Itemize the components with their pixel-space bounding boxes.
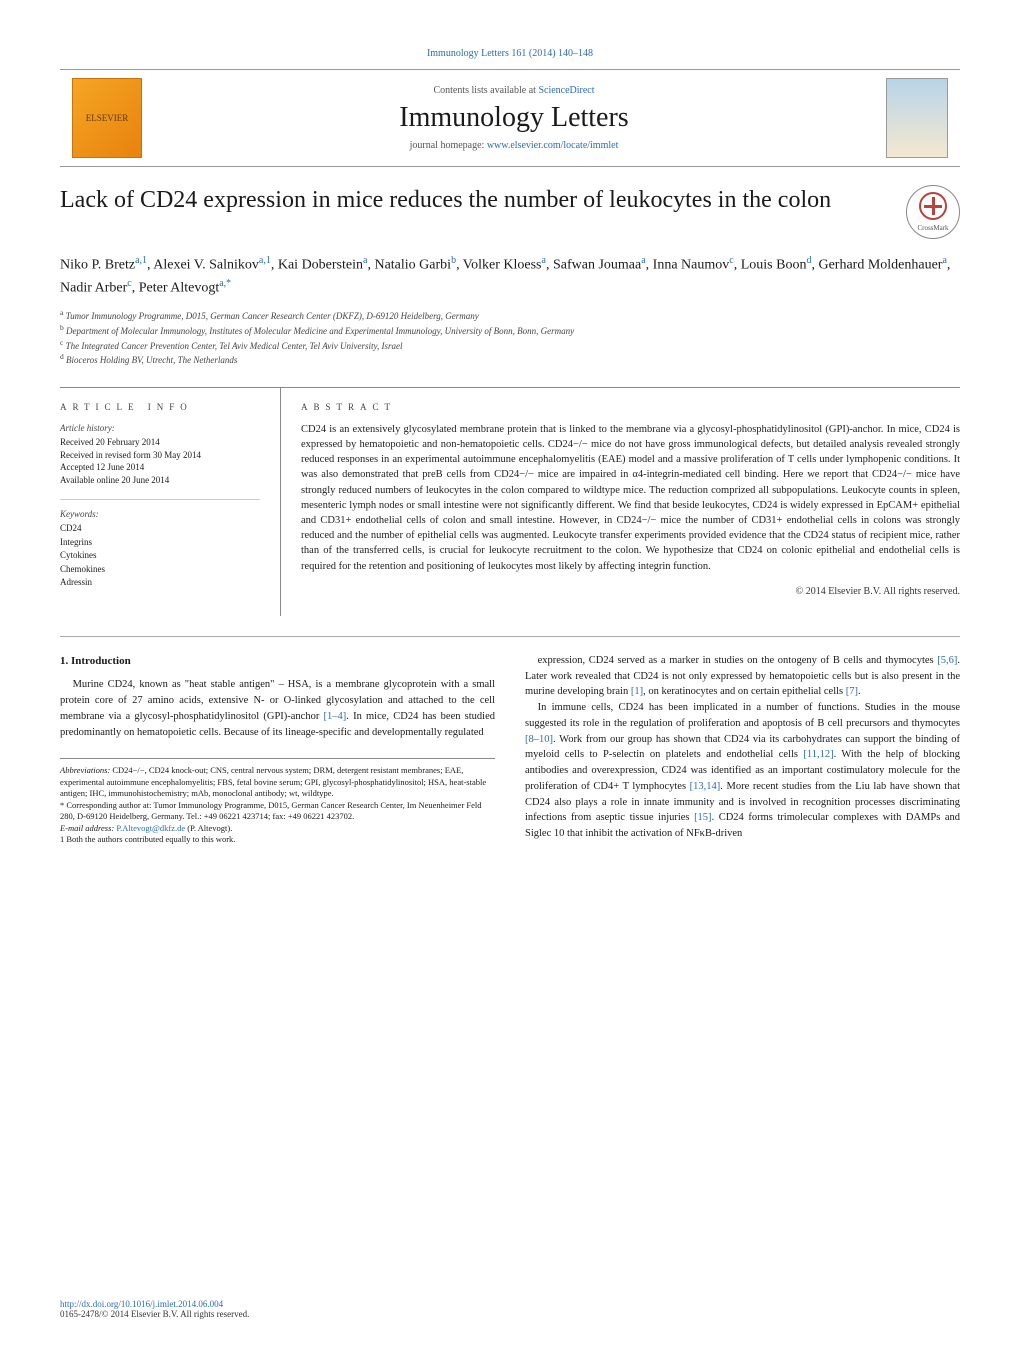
equal-contribution-note: 1 Both the authors contributed equally t… — [60, 834, 495, 845]
journal-reference: Immunology Letters 161 (2014) 140–148 — [60, 48, 960, 59]
corresponding-author-line: * Corresponding author at: Tumor Immunol… — [60, 800, 495, 823]
affiliation-line: d Bioceros Holding BV, Utrecht, The Neth… — [60, 352, 960, 367]
history-line: Received in revised form 30 May 2014 — [60, 449, 260, 462]
keywords-block: Keywords: CD24IntegrinsCytokinesChemokin… — [60, 499, 260, 590]
section-heading: 1. Introduction — [60, 653, 495, 670]
sciencedirect-link[interactable]: ScienceDirect — [538, 85, 594, 96]
keyword: Cytokines — [60, 549, 260, 563]
crossmark-label: CrossMark — [917, 224, 948, 232]
email-label: E-mail address: — [60, 823, 116, 833]
abstract-text: CD24 is an extensively glycosylated memb… — [301, 422, 960, 574]
journal-cover-thumbnail — [886, 78, 948, 158]
footnote-block: Abbreviations: CD24−/−, CD24 knock-out; … — [60, 758, 495, 845]
homepage-prefix: journal homepage: — [410, 140, 487, 151]
abstract-column: ABSTRACT CD24 is an extensively glycosyl… — [280, 388, 960, 616]
body-col-right: expression, CD24 served as a marker in s… — [525, 653, 960, 846]
abstract-copyright: © 2014 Elsevier B.V. All rights reserved… — [301, 586, 960, 597]
author-list: Niko P. Bretza,1, Alexei V. Salnikova,1,… — [60, 253, 960, 298]
masthead-center: Contents lists available at ScienceDirec… — [142, 85, 886, 151]
crossmark-icon — [919, 192, 947, 220]
email-who: (P. Altevogt). — [185, 823, 232, 833]
email-line: E-mail address: P.Altevogt@dkfz.de (P. A… — [60, 823, 495, 834]
affiliation-line: b Department of Molecular Immunology, In… — [60, 323, 960, 338]
info-abstract-row: ARTICLE INFO Article history: Received 2… — [60, 387, 960, 616]
intro-paragraph-3: In immune cells, CD24 has been implicate… — [525, 700, 960, 842]
article-title: Lack of CD24 expression in mice reduces … — [60, 185, 886, 216]
elsevier-logo: ELSEVIER — [72, 78, 142, 158]
affiliation-line: c The Integrated Cancer Prevention Cente… — [60, 338, 960, 353]
page-footer: http://dx.doi.org/10.1016/j.imlet.2014.0… — [60, 1299, 249, 1319]
abbreviations-line: Abbreviations: CD24−/−, CD24 knock-out; … — [60, 765, 495, 799]
contents-available-line: Contents lists available at ScienceDirec… — [142, 85, 886, 96]
homepage-link[interactable]: www.elsevier.com/locate/immlet — [487, 140, 619, 151]
title-row: Lack of CD24 expression in mice reduces … — [60, 185, 960, 239]
journal-homepage-line: journal homepage: www.elsevier.com/locat… — [142, 140, 886, 151]
abstract-heading: ABSTRACT — [301, 402, 960, 412]
affiliations: a Tumor Immunology Programme, D015, Germ… — [60, 308, 960, 366]
footer-copyright: 0165-2478/© 2014 Elsevier B.V. All right… — [60, 1309, 249, 1319]
keywords-label: Keywords: — [60, 499, 260, 521]
corr-label: * Corresponding author at: — [60, 800, 153, 810]
article-info-heading: ARTICLE INFO — [60, 402, 260, 412]
section-title: Introduction — [71, 655, 131, 667]
article-info-sidebar: ARTICLE INFO Article history: Received 2… — [60, 388, 280, 616]
article-history-block: Article history: Received 20 February 20… — [60, 422, 260, 487]
keyword: CD24 — [60, 522, 260, 536]
keyword: Adressin — [60, 576, 260, 590]
affiliation-line: a Tumor Immunology Programme, D015, Germ… — [60, 308, 960, 323]
intro-paragraph-1: Murine CD24, known as "heat stable antig… — [60, 677, 495, 740]
doi-link[interactable]: http://dx.doi.org/10.1016/j.imlet.2014.0… — [60, 1299, 223, 1309]
history-line: Received 20 February 2014 — [60, 436, 260, 449]
journal-name: Immunology Letters — [142, 102, 886, 134]
abbrev-label: Abbreviations: — [60, 765, 110, 775]
abbrev-text: CD24−/−, CD24 knock-out; CNS, central ne… — [60, 765, 486, 798]
section-number: 1. — [60, 655, 68, 667]
body-col-left: 1. Introduction Murine CD24, known as "h… — [60, 653, 495, 846]
keyword: Chemokines — [60, 563, 260, 577]
contents-prefix: Contents lists available at — [433, 85, 538, 96]
history-line: Available online 20 June 2014 — [60, 474, 260, 487]
intro-paragraph-2: expression, CD24 served as a marker in s… — [525, 653, 960, 700]
history-label: Article history: — [60, 422, 260, 435]
history-line: Accepted 12 June 2014 — [60, 461, 260, 474]
email-link[interactable]: P.Altevogt@dkfz.de — [116, 823, 185, 833]
body-two-column: 1. Introduction Murine CD24, known as "h… — [60, 636, 960, 846]
keyword: Integrins — [60, 536, 260, 550]
masthead: ELSEVIER Contents lists available at Sci… — [60, 69, 960, 167]
crossmark-badge[interactable]: CrossMark — [906, 185, 960, 239]
